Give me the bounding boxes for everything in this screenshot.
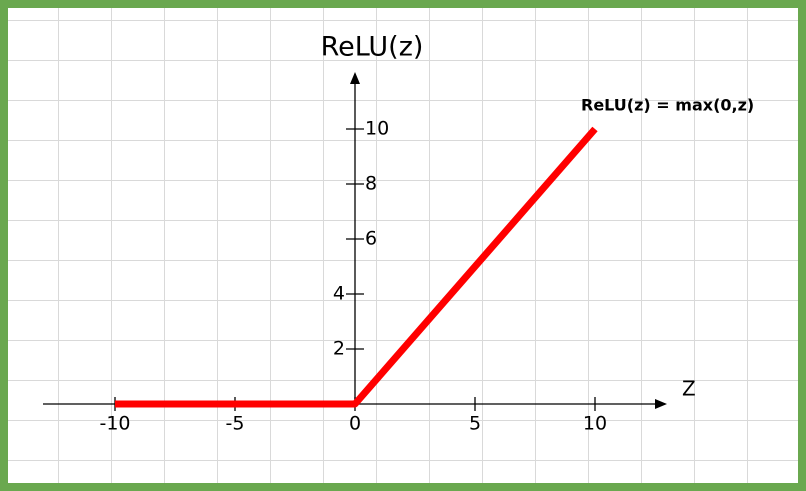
y-tick-label: 10 — [365, 118, 389, 140]
x-axis-label: Z — [682, 377, 696, 401]
x-tick-label: 10 — [583, 413, 607, 435]
y-tick-label: 2 — [333, 338, 345, 360]
annotation: ReLU(z) = max(0,z) — [581, 96, 754, 115]
x-tick-label: -10 — [99, 413, 130, 435]
y-tick-label: 6 — [365, 228, 377, 250]
x-tick-label: 5 — [469, 413, 481, 435]
y-tick-label: 4 — [333, 283, 345, 305]
x-tick-label: 0 — [349, 413, 361, 435]
relu-line — [115, 126, 598, 408]
y-tick-label: 8 — [365, 173, 377, 195]
y-axis-label: ReLU(z) — [321, 32, 424, 63]
x-tick-label: -5 — [226, 413, 245, 435]
